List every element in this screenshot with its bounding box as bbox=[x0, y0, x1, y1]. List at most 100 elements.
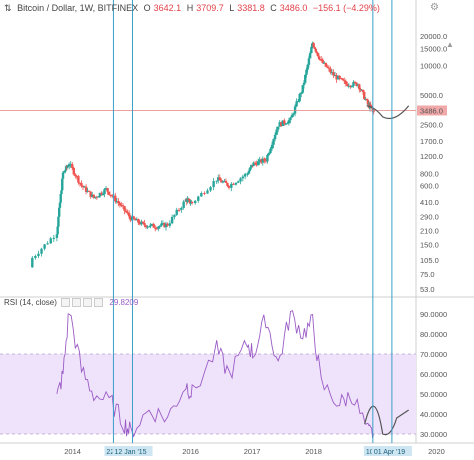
open-label: O bbox=[143, 3, 151, 13]
price-candle bbox=[115, 201, 119, 203]
price-candle bbox=[266, 154, 269, 162]
price-candle bbox=[335, 75, 338, 80]
time-marker-badge bbox=[112, 446, 153, 456]
price-candle bbox=[81, 185, 85, 188]
time-tick-label: 2020 bbox=[428, 447, 445, 456]
price-candle bbox=[107, 191, 111, 195]
price-candle bbox=[63, 171, 66, 173]
price-candle bbox=[114, 195, 117, 202]
price-tick-label: 210.0 bbox=[420, 226, 439, 235]
price-candle bbox=[124, 210, 128, 213]
price-candle bbox=[197, 196, 200, 201]
price-candle bbox=[320, 59, 323, 61]
price-candle bbox=[218, 177, 221, 181]
price-candle bbox=[365, 99, 368, 101]
price-candle bbox=[343, 80, 346, 82]
price-candle bbox=[69, 164, 72, 166]
rsi-more-icon[interactable] bbox=[94, 298, 104, 308]
price-tick-label: 600.0 bbox=[420, 182, 439, 191]
price-candle bbox=[71, 164, 74, 168]
price-candle bbox=[143, 222, 146, 226]
price-candle bbox=[152, 223, 155, 228]
price-candle bbox=[344, 81, 347, 85]
price-candle bbox=[284, 123, 288, 125]
price-candle bbox=[77, 176, 80, 183]
price-candle bbox=[317, 56, 321, 59]
price-candle bbox=[158, 225, 162, 227]
price-candle bbox=[60, 190, 63, 195]
price-candle bbox=[86, 190, 89, 192]
symbol-title[interactable]: Bitcoin / Dollar, 1W, BITFINEX bbox=[17, 3, 139, 13]
price-candle bbox=[117, 201, 120, 204]
price-candle bbox=[290, 114, 294, 118]
price-candle bbox=[273, 134, 277, 140]
price-candle bbox=[67, 164, 71, 167]
price-candle bbox=[55, 234, 59, 238]
price-candle bbox=[97, 196, 100, 198]
rsi-tick-label: 80.0000 bbox=[420, 330, 447, 339]
price-candle bbox=[302, 82, 306, 86]
price-candle bbox=[217, 177, 220, 181]
price-candle bbox=[292, 113, 295, 115]
rsi-visibility-icon[interactable] bbox=[61, 298, 71, 308]
price-candle bbox=[163, 223, 166, 228]
price-candle bbox=[369, 104, 372, 107]
price-candle bbox=[304, 74, 307, 83]
price-tick-label: 10000.0 bbox=[420, 62, 447, 71]
time-tick-label: 2017 bbox=[244, 447, 261, 456]
price-candle bbox=[61, 178, 64, 191]
scroll-up-icon[interactable]: ▲ bbox=[446, 40, 454, 49]
price-candle bbox=[338, 75, 341, 79]
price-candle bbox=[241, 176, 245, 179]
price-candle bbox=[161, 223, 165, 225]
price-tick-label: 800.0 bbox=[420, 169, 439, 178]
price-candle bbox=[101, 193, 105, 195]
price-candle bbox=[366, 99, 370, 105]
price-candle bbox=[276, 126, 280, 130]
price-tick-label: 53.0 bbox=[420, 285, 435, 294]
price-candle bbox=[80, 183, 83, 186]
price-candle bbox=[164, 223, 168, 228]
price-candle bbox=[286, 123, 289, 125]
price-candle bbox=[326, 66, 329, 68]
price-candle bbox=[313, 47, 316, 49]
time-marker-badge bbox=[371, 446, 412, 456]
low-label: L bbox=[229, 3, 235, 13]
rsi-tick-label: 90.0000 bbox=[420, 310, 447, 319]
high-label: H bbox=[186, 3, 194, 13]
price-candle bbox=[323, 62, 326, 64]
price-candle bbox=[123, 206, 126, 211]
price-candle bbox=[289, 117, 292, 121]
price-candle bbox=[280, 122, 283, 127]
price-tick-label: 15000.0 bbox=[420, 44, 447, 53]
price-candle bbox=[248, 169, 251, 172]
rsi-close-icon[interactable] bbox=[83, 298, 93, 308]
rsi-tick-label: 30.0000 bbox=[420, 430, 447, 439]
settings-icon[interactable]: ⚙ bbox=[430, 2, 439, 13]
price-candle bbox=[127, 212, 131, 217]
rsi-label[interactable]: RSI (14, close) bbox=[4, 298, 57, 307]
price-candle bbox=[332, 72, 335, 76]
price-candle bbox=[118, 203, 122, 206]
open-value: 3642.1 bbox=[153, 3, 182, 13]
price-candle bbox=[310, 47, 313, 54]
price-candle bbox=[144, 225, 148, 228]
price-candle bbox=[250, 166, 253, 168]
price-candle bbox=[364, 99, 367, 101]
price-candle bbox=[220, 180, 223, 183]
rsi-settings-icon[interactable] bbox=[72, 298, 82, 308]
price-candle bbox=[193, 200, 197, 204]
price-candle bbox=[111, 195, 114, 197]
price-candle bbox=[89, 191, 92, 197]
price-candle bbox=[84, 186, 88, 192]
price-candle bbox=[120, 205, 123, 207]
price-candle bbox=[353, 81, 357, 83]
price-candle bbox=[56, 226, 59, 235]
close-label: C bbox=[270, 3, 277, 13]
symbol-toggle-icon[interactable]: ⇅ bbox=[4, 3, 12, 13]
price-candle bbox=[135, 219, 138, 221]
price-candle bbox=[293, 106, 297, 114]
price-candle bbox=[275, 129, 278, 135]
price-candle bbox=[321, 59, 324, 64]
